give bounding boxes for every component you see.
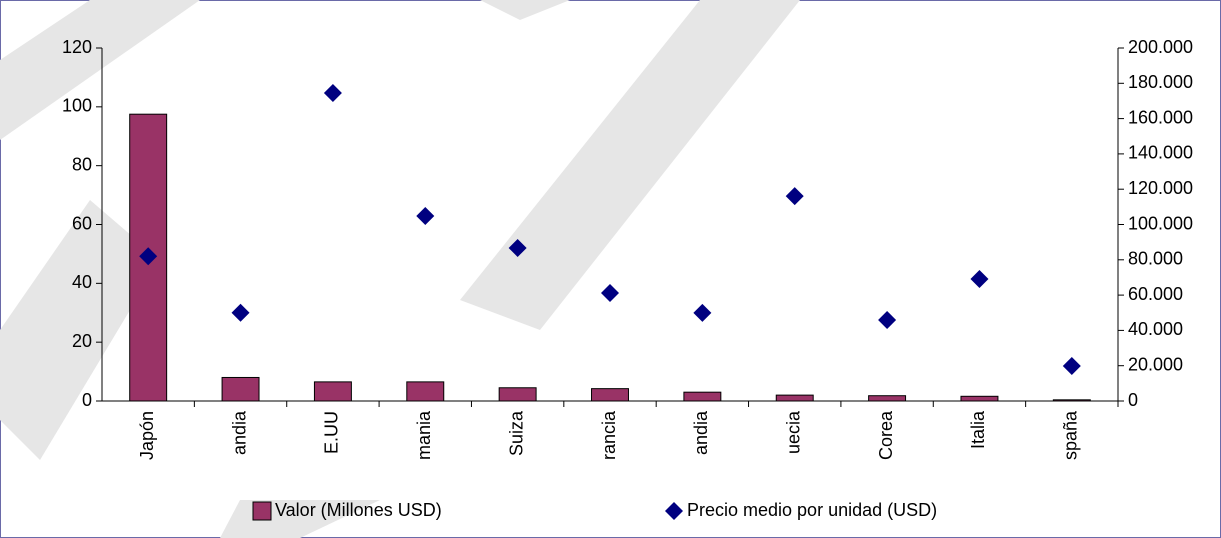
marker xyxy=(785,187,804,206)
marker xyxy=(139,247,158,266)
bar xyxy=(868,395,907,402)
y2-tick-label: 0 xyxy=(1128,390,1138,410)
marker xyxy=(416,207,435,226)
y2-tick-label: 180.000 xyxy=(1128,72,1193,92)
bar xyxy=(591,388,629,402)
y-tick-label: 60 xyxy=(72,213,92,233)
x-tick-label: Suiza xyxy=(506,410,526,456)
bar xyxy=(221,376,260,402)
y2-tick-label: 100.000 xyxy=(1128,213,1193,233)
y2-tick-label: 160.000 xyxy=(1128,107,1193,127)
x-tick-label: andia xyxy=(229,410,249,455)
x-tick-label: Japón xyxy=(137,411,157,460)
y-tick-label: 100 xyxy=(62,96,92,116)
bar xyxy=(1052,399,1091,402)
bar xyxy=(683,391,722,402)
legend-label: Precio medio por unidad (USD) xyxy=(687,500,937,520)
y2-tick-label: 60.000 xyxy=(1128,284,1183,304)
marker xyxy=(1062,357,1081,376)
legend-swatch xyxy=(252,501,272,521)
bar xyxy=(406,381,445,402)
watermark xyxy=(0,0,800,538)
y2-tick-label: 80.000 xyxy=(1128,249,1183,269)
x-tick-label: Corea xyxy=(876,410,896,460)
marker xyxy=(970,270,989,289)
marker xyxy=(231,303,250,322)
y-tick-label: 80 xyxy=(72,154,92,174)
x-tick-label: Italia xyxy=(968,410,988,449)
x-tick-label: uecia xyxy=(783,410,803,454)
marker xyxy=(601,283,619,302)
x-tick-label: andia xyxy=(691,410,711,455)
y2-tick-label: 140.000 xyxy=(1128,143,1193,163)
bar xyxy=(775,394,814,402)
legend-swatch xyxy=(665,502,683,520)
bar xyxy=(498,387,537,402)
marker xyxy=(323,84,342,103)
x-tick-label: rancia xyxy=(599,410,619,460)
bar xyxy=(313,381,352,402)
y2-tick-label: 40.000 xyxy=(1128,319,1183,339)
x-tick-label: mania xyxy=(414,410,434,460)
y-tick-label: 40 xyxy=(72,272,92,292)
x-tick-label: E.UU xyxy=(322,411,342,454)
bar xyxy=(960,395,999,402)
marker xyxy=(508,238,527,257)
y2-tick-label: 120.000 xyxy=(1128,178,1193,198)
marker xyxy=(693,303,712,322)
y-tick-label: 20 xyxy=(72,331,92,351)
y2-tick-label: 200.000 xyxy=(1128,37,1193,57)
y2-tick-label: 20.000 xyxy=(1128,354,1183,374)
y-tick-label: 0 xyxy=(82,390,92,410)
marker xyxy=(878,310,897,329)
y-tick-label: 120 xyxy=(62,37,92,57)
x-tick-label: spaña xyxy=(1061,410,1081,460)
legend-label: Valor (Millones USD) xyxy=(275,500,442,520)
